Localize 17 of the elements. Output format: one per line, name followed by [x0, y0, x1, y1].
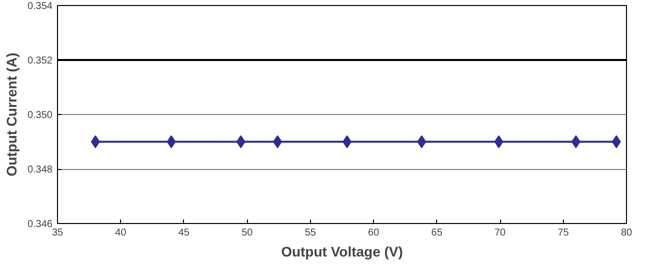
x-tick-label: 70: [494, 228, 506, 238]
x-tick-label: 60: [368, 228, 380, 238]
x-tick-label: 45: [178, 228, 190, 238]
x-axis-title: Output Voltage (V): [281, 244, 403, 260]
x-tick-label: 55: [304, 228, 316, 238]
y-tick-label: 0.354: [27, 1, 53, 12]
x-tick-label: 80: [620, 228, 632, 238]
y-tick-label: 0.346: [27, 219, 53, 230]
x-tick-label: 50: [242, 228, 254, 238]
x-tick-label: 75: [558, 228, 570, 238]
x-tick-label: 65: [431, 228, 443, 238]
y-tick-label: 0.352: [27, 56, 53, 66]
y-tick-label: 0.348: [27, 164, 53, 176]
y-axis-title: Output Current (A): [3, 52, 20, 176]
x-tick-label: 40: [115, 228, 127, 238]
x-tick-label: 35: [52, 228, 64, 238]
y-tick-label: 0.350: [27, 110, 53, 121]
